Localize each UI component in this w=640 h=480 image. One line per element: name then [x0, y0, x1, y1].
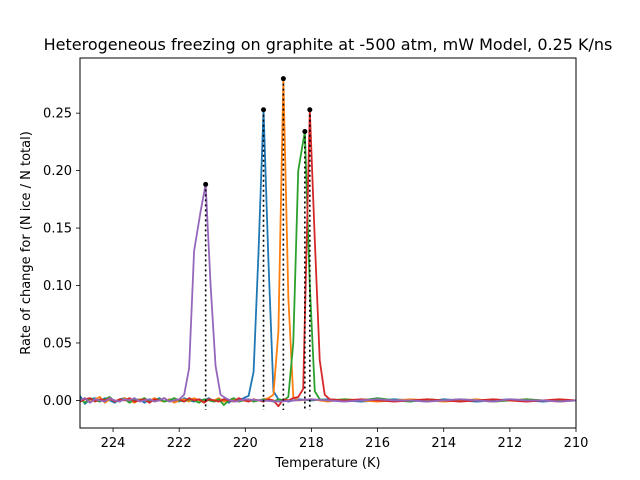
x-tick-label: 216: [365, 436, 390, 451]
series-line-4: [80, 108, 576, 408]
series-layer: [80, 77, 576, 408]
plot-area: [79, 57, 577, 429]
peak-marker-1: [261, 107, 267, 113]
x-tick-label: 214: [431, 436, 456, 451]
y-tick-label: 0.00: [43, 394, 72, 409]
x-tick-label: 210: [564, 436, 589, 451]
y-axis-label: Rate of change for (N ice / N total): [19, 131, 34, 355]
x-axis-label: Temperature (K): [274, 456, 380, 471]
y-axis: 0.00 0.05 0.10 0.15 0.20 0.25: [43, 107, 80, 409]
chart-title: Heterogeneous freezing on graphite at -5…: [44, 35, 613, 54]
series-line-5: [80, 183, 576, 404]
peak-marker-4: [307, 107, 313, 113]
plot-frame: [79, 57, 577, 429]
x-tick-label: 220: [233, 436, 258, 451]
peak-marker-5: [203, 181, 209, 187]
y-tick-label: 0.20: [43, 164, 72, 179]
y-tick-label: 0.25: [43, 107, 72, 122]
peak-marker-3: [302, 129, 308, 135]
peak-marker-2: [280, 76, 286, 82]
x-tick-label: 218: [299, 436, 324, 451]
peak-marker-layer: [203, 76, 313, 410]
x-tick-label: 222: [167, 436, 192, 451]
x-tick-label: 224: [101, 436, 126, 451]
x-tick-label: 212: [497, 436, 522, 451]
y-tick-label: 0.05: [43, 336, 72, 351]
y-tick-label: 0.15: [43, 222, 72, 237]
y-tick-label: 0.10: [43, 279, 72, 294]
x-axis: 224 222 220 218 216 214 212 210: [101, 428, 589, 451]
